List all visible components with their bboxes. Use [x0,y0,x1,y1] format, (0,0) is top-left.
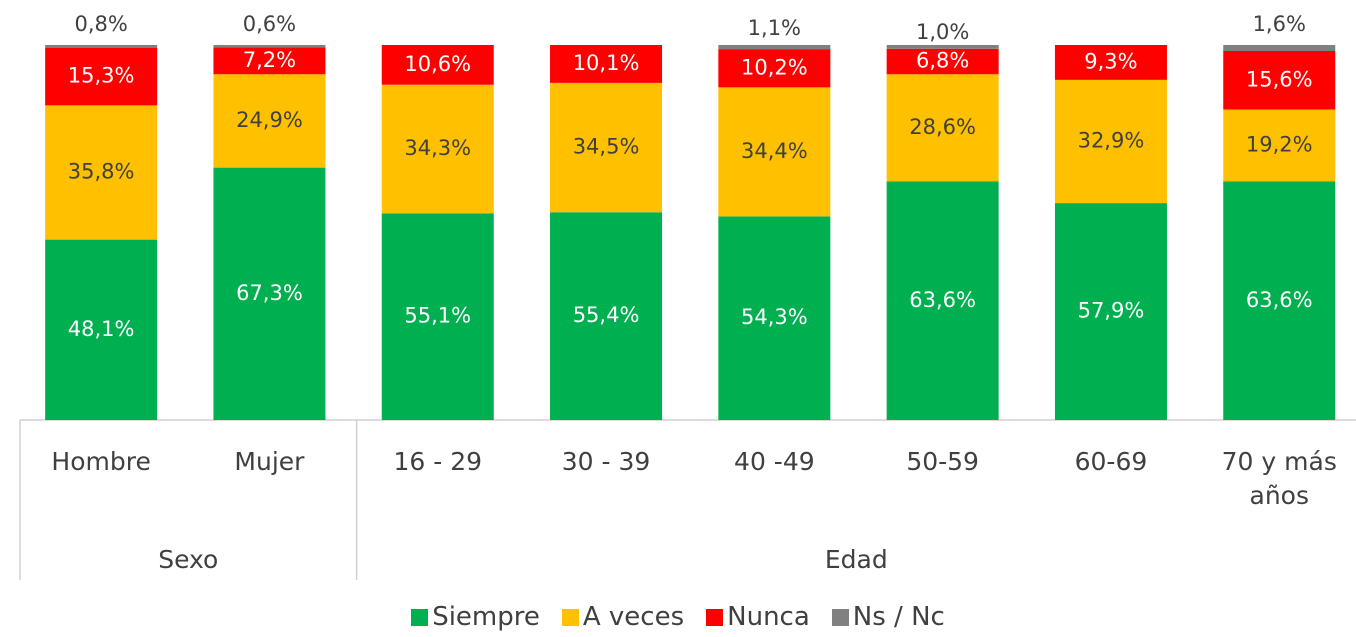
bar-segment [886,48,999,75]
data-label: 10,1% [573,51,640,75]
bar-segment [1054,79,1167,204]
x-tick-label: Mujer [234,447,305,476]
data-label: 34,4% [741,139,808,163]
data-label: 63,6% [1246,288,1313,312]
legend-swatch [411,608,429,626]
data-label: 63,6% [909,288,976,312]
data-label: 10,6% [404,52,471,76]
bar-segment [213,74,326,168]
legend-swatch [561,608,579,626]
bar-segment [1223,45,1336,51]
legend: Siempre A veces Nunca Ns / Nc [0,602,1356,632]
x-tick-label: 16 - 29 [393,447,483,476]
bar-segment [213,167,326,420]
bar-segment [550,82,663,213]
data-label: 24,9% [236,108,303,132]
x-tick-label: 70 y más años [1221,447,1337,510]
bar-segment [1223,181,1336,420]
group-label: Edad [824,545,888,574]
legend-label: Siempre [432,602,540,632]
data-label: 28,6% [909,115,976,139]
bar-segment [886,45,999,49]
bar-segment [718,49,831,88]
x-tick-label: 50-59 [906,447,979,476]
x-tick-label: 60-69 [1074,447,1148,476]
data-label: 9,3% [1084,49,1137,73]
bar-segment [550,45,663,83]
data-label: 35,8% [68,160,135,184]
bar-segment [1223,51,1336,110]
data-label: 19,2% [1246,133,1313,157]
bar-segment [213,45,326,48]
legend-item: A veces [561,602,685,632]
data-label: 0,6% [243,12,296,36]
bar-segment [550,212,663,420]
data-label: 67,3% [236,281,303,305]
data-label: 34,5% [573,135,640,159]
bar-segment [718,87,831,217]
legend-item: Ns / Nc [831,602,945,632]
plot: 48,1% 35,8% 15,3% 0,8% 67,3% 24,9% 7,2% 0,6% 55,… [19,12,1356,580]
bar-segment [45,239,158,420]
data-label: 15,6% [1246,67,1313,91]
bar-segment [1223,109,1336,182]
data-label: 32,9% [1078,128,1145,152]
data-label: 1,6% [1253,12,1306,36]
data-label: 48,1% [68,317,135,341]
legend-label: A veces [582,602,685,632]
data-label: 55,4% [573,303,640,327]
bar-segment [381,84,494,214]
legend-item: Siempre [411,602,540,632]
legend-swatch [831,608,849,626]
x-tick-label: Hombre [51,447,151,476]
data-label: 54,3% [741,305,808,329]
x-tick-label: 30 - 39 [561,447,651,476]
bar-segment [718,216,831,420]
legend-label: Ns / Nc [852,602,945,632]
bar-segment [886,181,999,420]
data-label: 6,8% [916,49,969,73]
bar-segment [1054,45,1167,80]
group-label: Sexo [158,545,219,574]
bar-segment [45,48,158,106]
legend-label: Nunca [727,602,810,632]
data-label: 57,9% [1078,299,1145,323]
data-label: 55,1% [404,304,471,328]
bar-segment [381,45,494,85]
data-label: 0,8% [74,12,127,36]
bar-segment [45,45,158,48]
data-label: 7,2% [243,48,296,72]
data-label: 15,3% [68,64,135,88]
bar-segment [1054,203,1167,420]
legend-item: Nunca [706,602,810,632]
legend-swatch [706,608,724,626]
data-label: 1,0% [916,20,969,44]
data-label: 1,1% [748,16,801,40]
bar-segment [718,45,831,50]
bar-segment [381,213,494,420]
x-tick-label: 40 -49 [734,447,815,476]
data-label: 34,3% [404,136,471,160]
data-label: 10,2% [741,55,808,79]
bar-segment [45,105,158,240]
bar-segment [886,74,999,182]
bar-segment [213,47,326,75]
